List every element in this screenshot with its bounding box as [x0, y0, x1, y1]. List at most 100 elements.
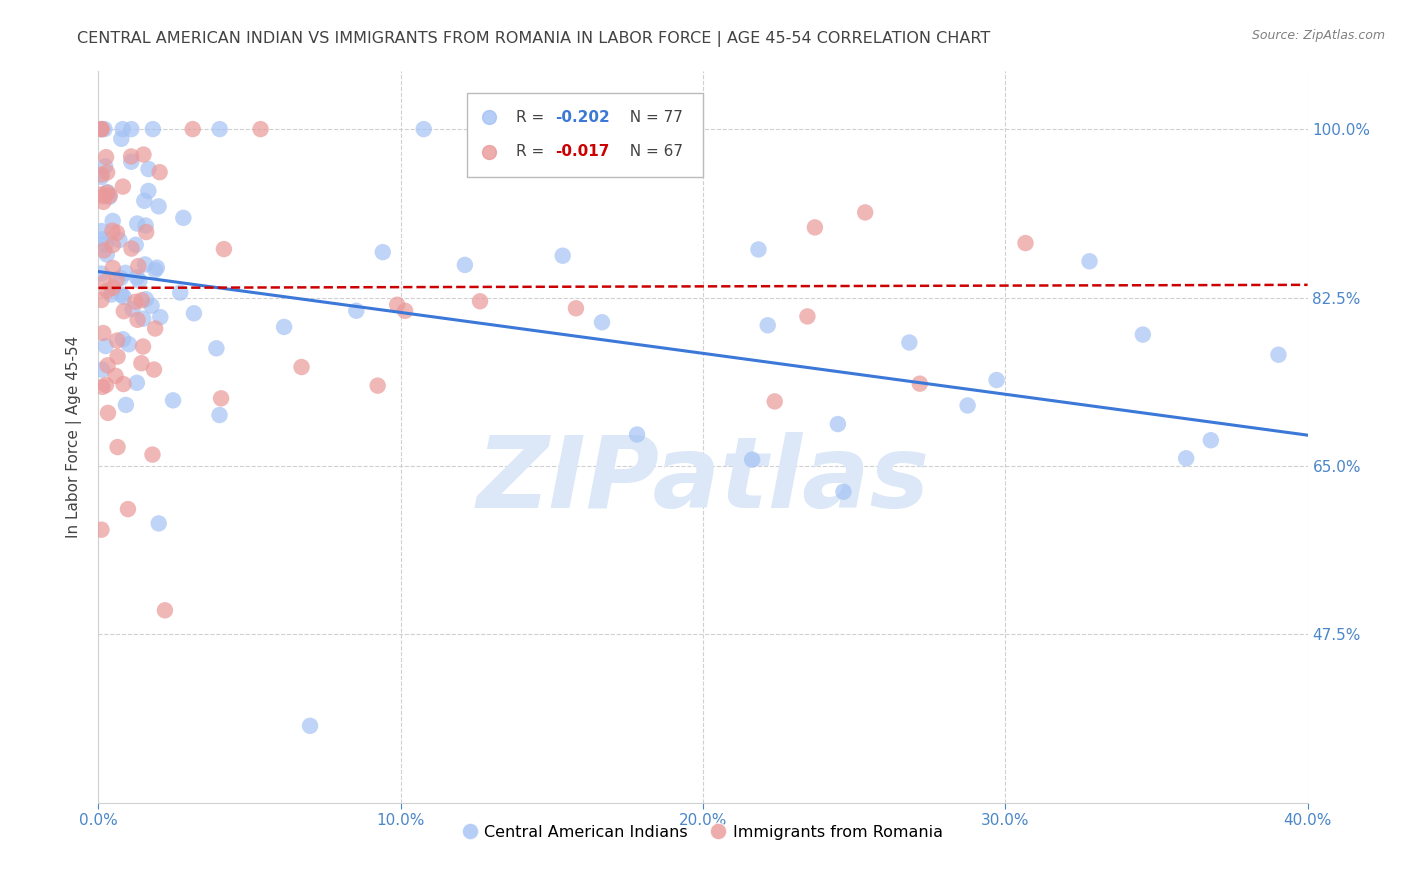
Point [101, 238, 124, 252]
Point [796, 310, 818, 324]
Point [172, 211, 194, 225]
Point [90, 168, 112, 182]
Point [619, 152, 641, 166]
Text: N = 77: N = 77 [620, 110, 682, 125]
Text: ZIPatlas: ZIPatlas [477, 433, 929, 530]
Point [98, 190, 121, 204]
Point [121, 242, 143, 256]
Point [143, 321, 166, 335]
Point [94, 378, 117, 392]
Point [108, 233, 131, 247]
Point [91, 232, 114, 246]
Point [127, 217, 149, 231]
Point [898, 335, 921, 350]
Point [124, 294, 146, 309]
Point [468, 294, 491, 309]
Point [249, 122, 271, 136]
Point [1078, 254, 1101, 268]
Point [141, 448, 163, 462]
Point [143, 263, 166, 277]
Point [100, 287, 122, 301]
Point [91, 380, 114, 394]
Point [1199, 434, 1222, 448]
Point [134, 194, 156, 208]
Point [94, 339, 117, 353]
Point [90, 169, 112, 184]
Text: -0.017: -0.017 [555, 145, 610, 160]
Point [96, 165, 118, 179]
Point [626, 427, 648, 442]
Point [132, 147, 155, 161]
Point [90, 523, 112, 537]
Point [107, 350, 129, 364]
Legend: Central American Indians, Immigrants from Romania: Central American Indians, Immigrants fro… [457, 818, 949, 846]
Point [90, 224, 112, 238]
FancyBboxPatch shape [467, 94, 703, 178]
Point [112, 377, 135, 392]
Point [454, 258, 477, 272]
Point [94, 159, 117, 173]
Point [763, 394, 786, 409]
Point [827, 417, 849, 431]
Point [110, 132, 132, 146]
Point [101, 281, 124, 295]
Point [1014, 235, 1036, 250]
Text: N = 67: N = 67 [620, 145, 682, 160]
Point [93, 244, 115, 258]
Point [90, 122, 112, 136]
Text: R =: R = [516, 110, 548, 125]
Point [127, 259, 149, 273]
Point [162, 393, 184, 408]
Point [120, 154, 142, 169]
Point [517, 122, 540, 136]
Point [273, 320, 295, 334]
Point [153, 603, 176, 617]
Point [111, 122, 134, 136]
Point [90, 122, 112, 136]
Point [125, 376, 148, 390]
Point [142, 362, 165, 376]
Point [149, 310, 172, 325]
Point [149, 165, 172, 179]
Point [90, 187, 112, 202]
Point [120, 122, 142, 136]
Point [208, 122, 231, 136]
Point [105, 226, 128, 240]
Point [114, 266, 136, 280]
Point [101, 260, 124, 275]
Point [148, 199, 170, 213]
Point [118, 337, 141, 351]
Point [128, 274, 150, 288]
Point [138, 162, 160, 177]
Point [90, 293, 112, 307]
Point [110, 287, 132, 301]
Point [107, 440, 129, 454]
Point [832, 484, 855, 499]
Point [394, 303, 416, 318]
Point [908, 376, 931, 391]
Point [565, 301, 588, 316]
Point [93, 122, 115, 136]
Point [121, 302, 143, 317]
Point [135, 292, 157, 306]
Y-axis label: In Labor Force | Age 45-54: In Labor Force | Age 45-54 [66, 336, 83, 538]
Point [986, 373, 1008, 387]
Point [141, 299, 163, 313]
Point [464, 153, 486, 167]
Point [132, 311, 155, 326]
Text: -0.202: -0.202 [555, 110, 610, 125]
Point [117, 502, 139, 516]
Point [101, 224, 124, 238]
Point [91, 362, 114, 376]
Point [412, 122, 434, 136]
Point [138, 184, 160, 198]
Point [91, 189, 114, 203]
Point [134, 257, 156, 271]
Point [105, 334, 128, 348]
Point [135, 219, 157, 233]
Text: CENTRAL AMERICAN INDIAN VS IMMIGRANTS FROM ROMANIA IN LABOR FORCE | AGE 45-54 CO: CENTRAL AMERICAN INDIAN VS IMMIGRANTS FR… [77, 31, 991, 47]
Point [1132, 327, 1154, 342]
Point [97, 406, 120, 420]
Point [110, 271, 132, 285]
Point [94, 150, 117, 164]
